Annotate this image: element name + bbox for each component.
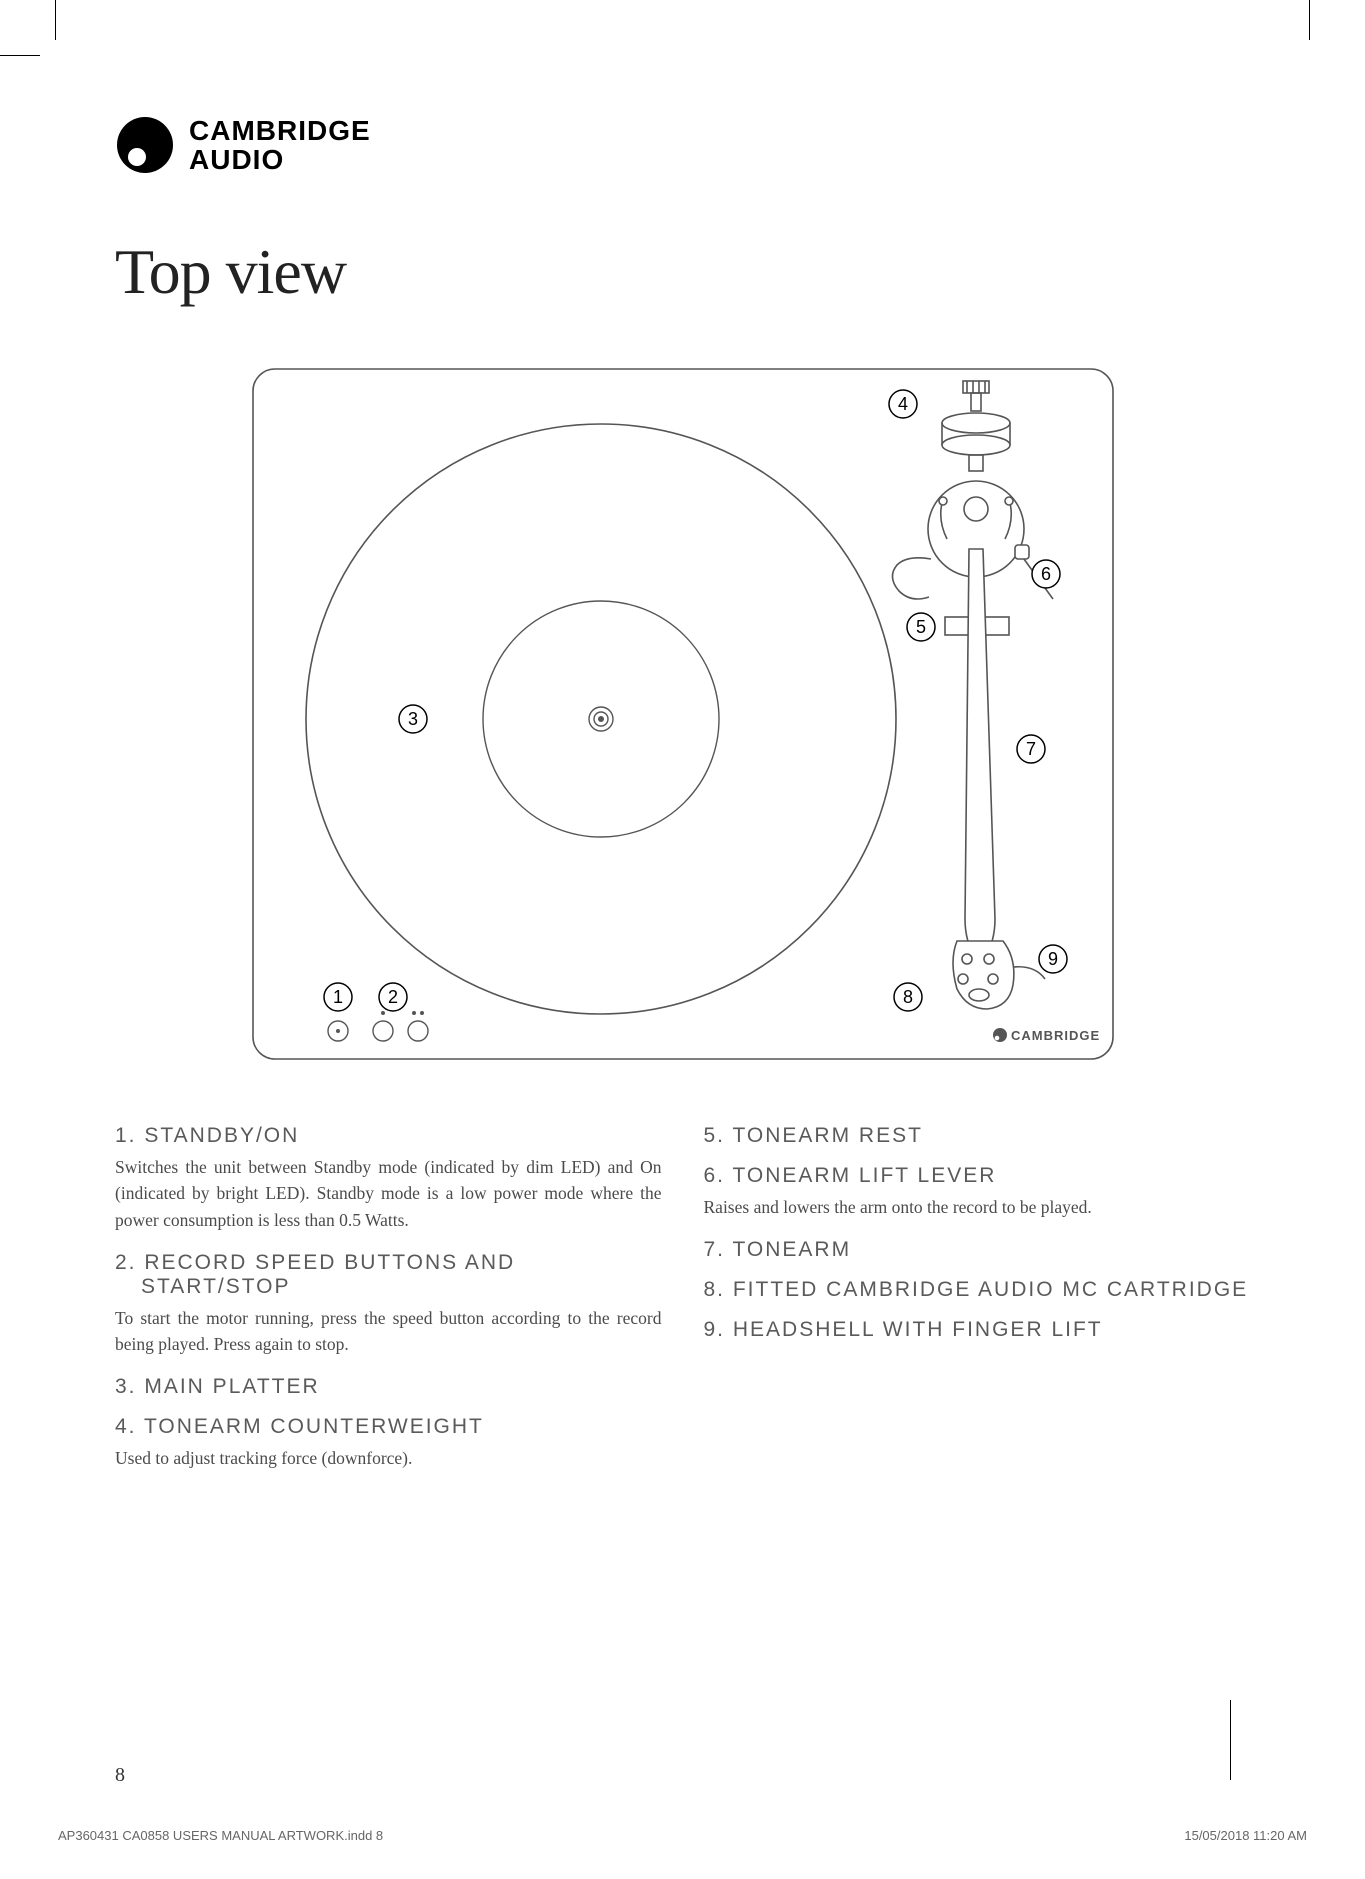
item-heading: 5. TONEARM REST [704, 1124, 1251, 1148]
description-columns: 1. STANDBY/ON Switches the unit between S… [115, 1124, 1250, 1490]
page-title: Top view [115, 235, 1250, 309]
footer-filename: AP360431 CA0858 USERS MANUAL ARTWORK.ind… [58, 1828, 383, 1843]
callout-4-label: 4 [897, 394, 907, 414]
item-body: Switches the unit between Standby mode (… [115, 1154, 662, 1233]
brand-text: CAMBRIDGE AUDIO [189, 116, 371, 175]
right-column: 5. TONEARM REST 6. TONEARM LIFT LEVER Rais… [704, 1124, 1251, 1490]
crop-mark [1309, 0, 1310, 40]
callout-6-label: 6 [1040, 564, 1050, 584]
callout-9-label: 9 [1047, 949, 1057, 969]
content-area: CAMBRIDGE AUDIO Top view [115, 115, 1250, 1769]
cambridge-small-text: CAMBRIDGE [1011, 1028, 1100, 1043]
callout-5-label: 5 [915, 617, 925, 637]
diagram-wrap: CAMBRIDGE 1 2 3 4 5 6 7 8 9 [115, 359, 1250, 1069]
item-body: Raises and lowers the arm onto the recor… [704, 1194, 1251, 1220]
footer-timestamp: 15/05/2018 11:20 AM [1184, 1828, 1307, 1843]
brand-logo: CAMBRIDGE AUDIO [115, 115, 1250, 175]
item-heading: 8. FITTED CAMBRIDGE AUDIO MC CARTRIDGE [704, 1278, 1251, 1302]
brand-line1: CAMBRIDGE [189, 116, 371, 145]
item-heading: 2. RECORD SPEED BUTTONS AND START/STOP [115, 1251, 662, 1299]
item-heading: 9. HEADSHELL WITH FINGER LIFT [704, 1318, 1251, 1342]
crop-mark [0, 55, 40, 56]
item-body: Used to adjust tracking force (downforce… [115, 1445, 662, 1471]
callout-2-label: 2 [387, 987, 397, 1007]
callout-7-label: 7 [1025, 739, 1035, 759]
callout-3-label: 3 [407, 709, 417, 729]
page-number: 8 [115, 1764, 125, 1787]
crop-mark [55, 0, 56, 40]
cambridge-small-logo: CAMBRIDGE [993, 1028, 1100, 1043]
brand-mark-icon [115, 115, 175, 175]
item-heading: 7. TONEARM [704, 1238, 1251, 1262]
item-heading: 4. TONEARM COUNTERWEIGHT [115, 1415, 662, 1439]
callout-1-label: 1 [332, 987, 342, 1007]
item-heading: 1. STANDBY/ON [115, 1124, 662, 1148]
item-body: To start the motor running, press the sp… [115, 1305, 662, 1358]
left-column: 1. STANDBY/ON Switches the unit between S… [115, 1124, 662, 1490]
page: CAMBRIDGE AUDIO Top view [0, 0, 1365, 1879]
item-heading: 6. TONEARM LIFT LEVER [704, 1164, 1251, 1188]
top-view-diagram: CAMBRIDGE 1 2 3 4 5 6 7 8 9 [243, 359, 1123, 1069]
callout-8-label: 8 [902, 987, 912, 1007]
brand-line2: AUDIO [189, 145, 371, 174]
item-heading: 3. MAIN PLATTER [115, 1375, 662, 1399]
